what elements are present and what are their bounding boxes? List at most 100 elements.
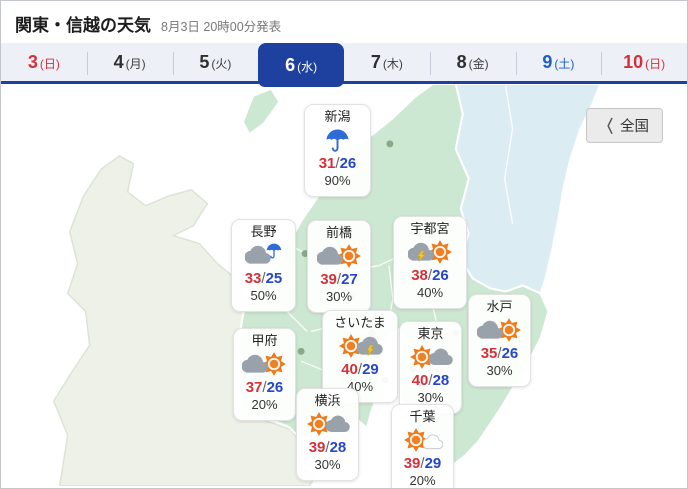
high-temp: 40 — [341, 360, 358, 378]
high-temp: 39 — [403, 454, 421, 472]
temp-separator: / — [336, 270, 342, 288]
date-tab-4[interactable]: 4 (月) — [86, 43, 173, 81]
thunder-cloud-icon — [408, 239, 434, 265]
tab-weekday: (日) — [39, 56, 60, 71]
tab-day: 6 — [285, 54, 296, 75]
city-name: 前橋 — [325, 225, 352, 240]
tab-day: 3 — [27, 51, 38, 72]
low-temp: 29 — [424, 454, 442, 472]
city-name: さいたま — [334, 315, 386, 330]
low-temp: 28 — [432, 371, 450, 389]
city-name: 東京 — [417, 326, 444, 341]
temperatures: 39/28 — [299, 439, 356, 457]
weather-card-chiba[interactable]: 千葉 39/29 20% — [391, 404, 454, 488]
cloud-icon — [429, 345, 453, 369]
thunder-sunny-icon — [396, 238, 464, 267]
high-temp: 39 — [320, 270, 337, 288]
header: 関東・信越の天気 8月3日 20時00分発表 — [1, 1, 687, 43]
temperatures: 40/28 — [402, 372, 459, 390]
low-temp: 28 — [329, 438, 347, 456]
tab-day: 4 — [113, 51, 124, 72]
region-map: 〈 全国 新潟 31/26 90% 長野 33/25 50% 前橋 — [1, 84, 687, 488]
umbrella-icon — [324, 127, 351, 154]
page-title: 関東・信越の天気 — [15, 16, 151, 35]
city-name: 甲府 — [251, 333, 278, 348]
weather-card-maebashi[interactable]: 前橋 39/27 30% — [307, 220, 371, 313]
weather-card-kofu[interactable]: 甲府 37/26 20% — [233, 328, 296, 421]
weather-card-yokohama[interactable]: 横浜 39/28 30% — [296, 388, 359, 481]
low-temp: 26 — [339, 154, 357, 172]
temp-separator: / — [357, 360, 363, 378]
temp-separator: / — [335, 154, 340, 172]
city-name: 横浜 — [314, 393, 341, 408]
precipitation-probability: 40% — [416, 284, 444, 300]
umbrella-icon — [265, 242, 283, 260]
rain-icon — [307, 126, 368, 155]
low-temp: 26 — [266, 378, 284, 396]
tab-weekday: (日) — [645, 56, 666, 71]
temperatures: 38/26 — [396, 267, 464, 285]
date-tab-7[interactable]: 7 (木) — [344, 43, 430, 81]
tab-day: 7 — [370, 51, 381, 72]
map-region-tohoku — [454, 84, 602, 295]
high-temp: 39 — [308, 438, 326, 456]
date-tab-5[interactable]: 5 (火) — [172, 43, 259, 81]
precipitation-probability: 30% — [486, 362, 513, 378]
precipitation-probability: 30% — [325, 288, 353, 304]
weather-card-mito[interactable]: 水戸 35/26 30% — [468, 294, 531, 387]
tab-day: 5 — [199, 51, 210, 72]
temp-separator: / — [420, 454, 425, 472]
chevron-left-icon: 〈 — [599, 117, 613, 137]
weather-card-niigata[interactable]: 新潟 31/26 90% — [304, 104, 371, 197]
weather-card-utsunomiya[interactable]: 宇都宮 38/26 40% — [393, 216, 467, 309]
thunder-cloud-icon — [357, 333, 383, 359]
precipitation-probability: 30% — [314, 456, 341, 472]
date-tab-8[interactable]: 8 (金) — [429, 43, 516, 81]
tab-day: 9 — [542, 51, 553, 72]
low-temp: 26 — [432, 266, 449, 284]
sunny-cloudy-icon — [299, 410, 356, 439]
weather-card-saitama[interactable]: さいたま 40/29 40% — [322, 310, 398, 403]
temp-separator: / — [325, 438, 330, 456]
tab-weekday: (水) — [297, 59, 318, 74]
low-temp: 26 — [501, 344, 519, 362]
low-temp: 27 — [341, 270, 358, 288]
precipitation-probability: 90% — [324, 172, 351, 188]
temperatures: 37/26 — [236, 379, 293, 397]
temp-separator: / — [428, 371, 433, 389]
date-tab-10[interactable]: 10 (日) — [601, 43, 687, 81]
temperatures: 40/29 — [325, 361, 395, 379]
date-tab-bar: 3 (日) 4 (月) 5 (火) 6 (水) 7 (木) 8 (金) 9 (土) 10 (日) — [1, 43, 687, 87]
back-to-nationwide-button[interactable]: 〈 全国 — [585, 108, 663, 143]
temp-separator: / — [427, 266, 433, 284]
weather-card-nagano[interactable]: 長野 33/25 50% — [231, 219, 296, 312]
cloudy-sunny-icon — [471, 316, 528, 345]
published-timestamp: 8月3日 20時00分発表 — [161, 20, 282, 34]
temperatures: 31/26 — [307, 155, 368, 173]
sunny-thunder-icon — [325, 332, 395, 361]
low-temp: 25 — [265, 269, 283, 287]
city-name: 千葉 — [409, 409, 436, 424]
date-tab-6-selected[interactable]: 6 (水) — [258, 43, 344, 87]
weather-card-tokyo[interactable]: 東京 40/28 30% — [399, 321, 462, 414]
tab-weekday: (火) — [211, 56, 232, 71]
city-name: 宇都宮 — [410, 221, 450, 236]
high-temp: 33 — [244, 269, 262, 287]
cloudy-sunny-icon — [236, 350, 293, 379]
tab-weekday: (木) — [382, 56, 403, 71]
temp-separator: / — [262, 378, 267, 396]
city-name: 新潟 — [324, 109, 351, 124]
sunny-cloudy-icon — [402, 343, 459, 372]
cloud-icon — [317, 243, 343, 269]
temp-separator: / — [497, 344, 502, 362]
tab-weekday: (金) — [468, 56, 489, 71]
city-name: 水戸 — [486, 299, 513, 314]
temperatures: 39/27 — [310, 271, 368, 289]
cloudy-sunny-icon — [310, 242, 368, 271]
date-tab-3[interactable]: 3 (日) — [1, 43, 87, 81]
precipitation-probability: 20% — [251, 396, 278, 412]
date-tab-9[interactable]: 9 (土) — [515, 43, 602, 81]
temperatures: 35/26 — [471, 345, 528, 363]
high-temp: 38 — [411, 266, 428, 284]
